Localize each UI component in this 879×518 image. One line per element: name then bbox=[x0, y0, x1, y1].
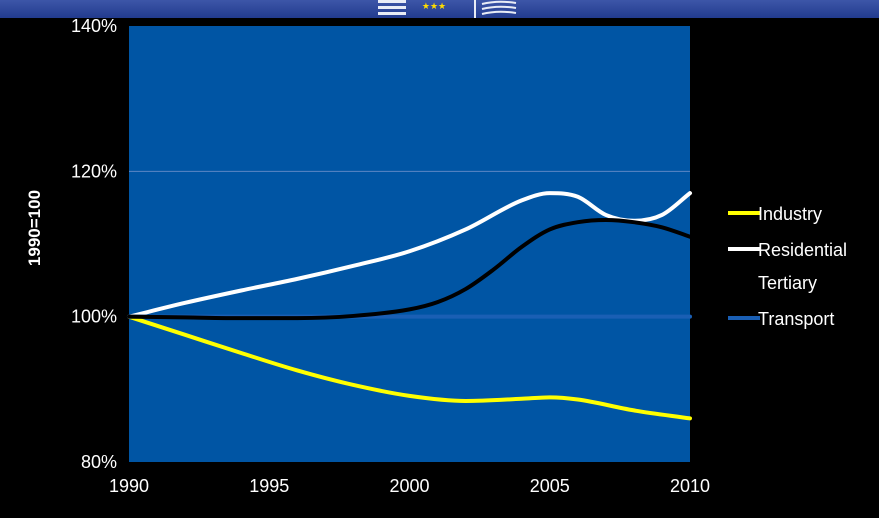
y-tick-label: 120% bbox=[71, 161, 117, 181]
plot-area bbox=[129, 26, 690, 462]
eu-logo: ★★★ bbox=[378, 0, 518, 18]
legend-label: Transport bbox=[758, 309, 834, 329]
x-tick-label: 1995 bbox=[249, 476, 289, 496]
y-tick-label: 100% bbox=[71, 307, 117, 327]
x-tick-label: 2000 bbox=[389, 476, 429, 496]
svg-text:★★★: ★★★ bbox=[422, 2, 446, 12]
series-line-industry bbox=[127, 314, 692, 421]
series-line-unlabeled bbox=[127, 218, 692, 321]
legend-label: Tertiary bbox=[758, 273, 817, 293]
y-tick-label: 80% bbox=[81, 452, 117, 472]
eu-logo-icon: ★★★ bbox=[378, 0, 517, 18]
legend: Industry Residential Tertiary Transport bbox=[728, 204, 847, 329]
x-tick-label: 2010 bbox=[670, 476, 710, 496]
header-band bbox=[0, 0, 879, 18]
legend-label: Industry bbox=[758, 204, 822, 224]
y-axis-label: 1990=100 bbox=[25, 190, 44, 266]
y-tick-label: 140% bbox=[71, 16, 117, 36]
x-tick-label: 2005 bbox=[530, 476, 570, 496]
x-tick-label: 1990 bbox=[109, 476, 149, 496]
legend-label: Residential bbox=[758, 240, 847, 260]
